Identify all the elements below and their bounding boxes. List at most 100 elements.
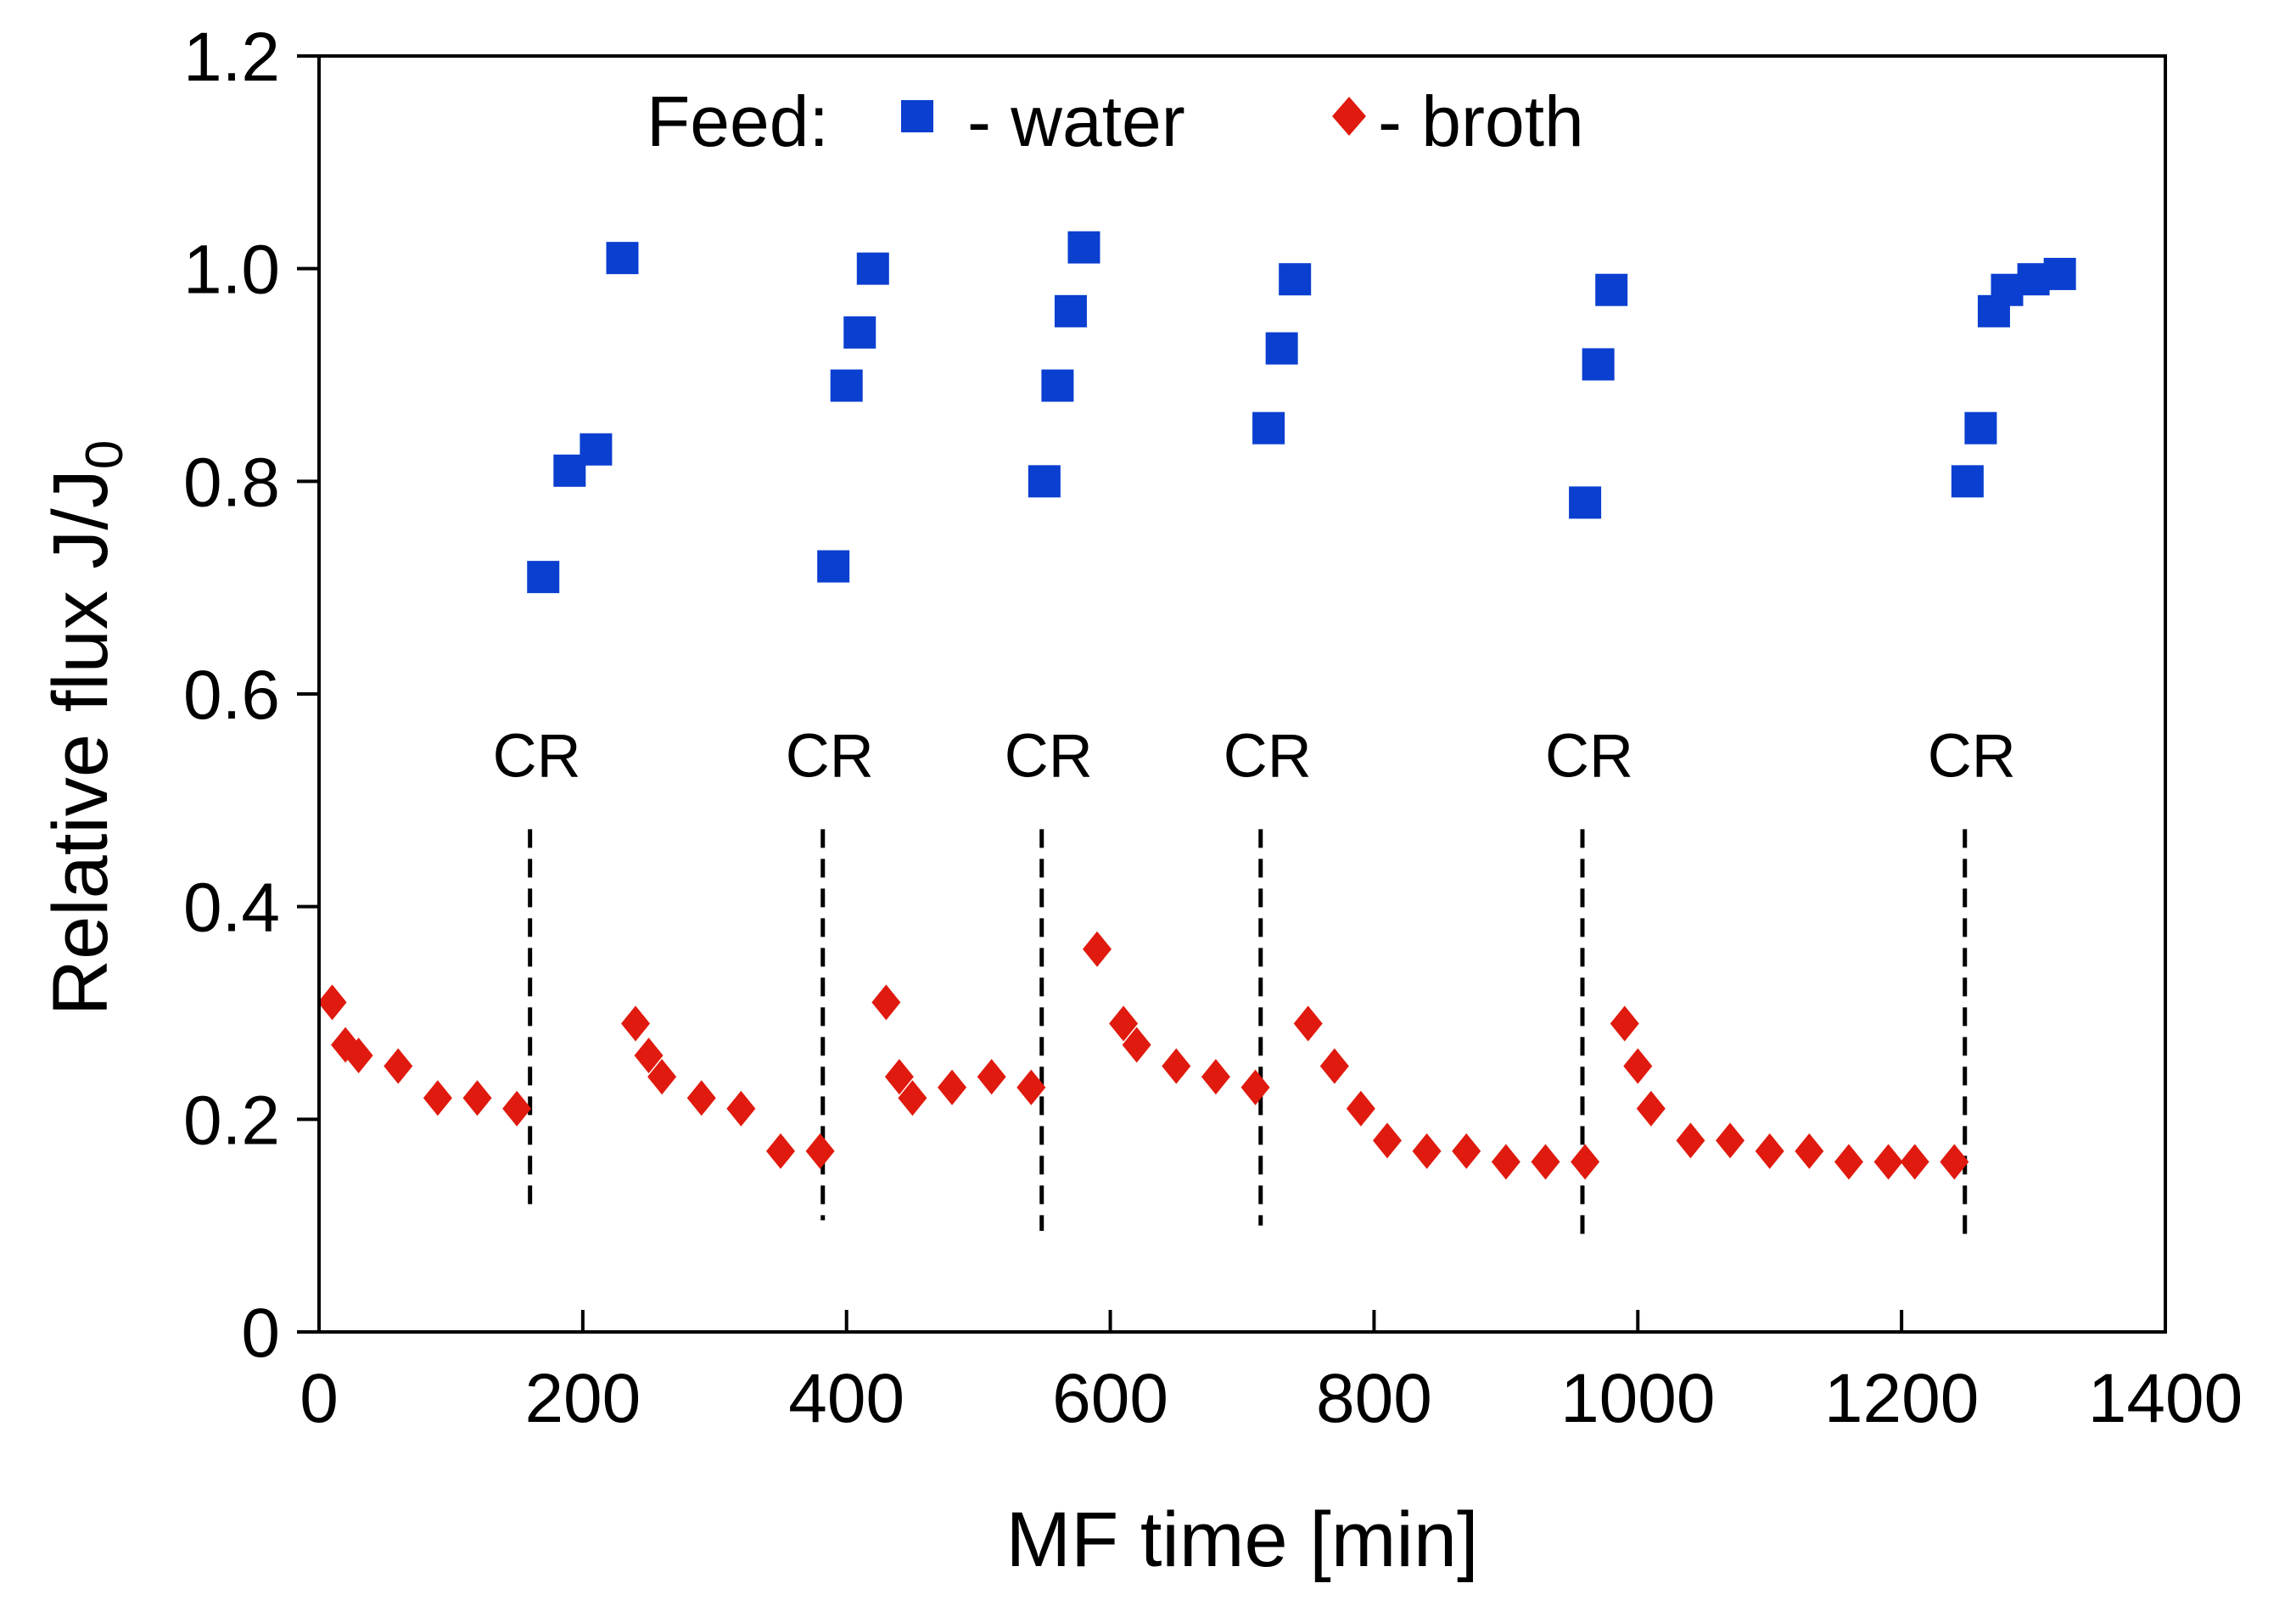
y-tick-label: 0 xyxy=(241,1295,280,1372)
broth-point xyxy=(317,984,347,1021)
water-point xyxy=(580,433,613,466)
broth-point xyxy=(462,1080,492,1116)
broth-point xyxy=(634,1038,664,1074)
water-point xyxy=(1252,411,1285,445)
water-point xyxy=(830,369,863,402)
data-series xyxy=(317,231,2076,1180)
broth-point xyxy=(344,1038,373,1074)
cr-label: CR xyxy=(786,722,874,790)
y-tick-label: 1.0 xyxy=(183,232,280,309)
broth-point xyxy=(1201,1059,1230,1095)
broth-point xyxy=(1676,1122,1705,1159)
water-point xyxy=(527,561,560,594)
y-axis-title-subscript: 0 xyxy=(76,440,134,469)
legend-water-marker xyxy=(901,100,933,132)
broth-point xyxy=(1122,1027,1151,1063)
broth-point xyxy=(1571,1144,1600,1180)
water-point xyxy=(1028,465,1061,498)
x-tick-label: 1000 xyxy=(1560,1360,1715,1437)
y-tick-label: 0.2 xyxy=(183,1082,280,1159)
broth-point xyxy=(1834,1144,1863,1180)
y-axis-title: Relative flux J/J0 xyxy=(37,440,134,1016)
y-axis-ticks: 0 0.2 0.4 0.6 0.8 1.0 1.2 xyxy=(183,19,319,1372)
cr-label: CR xyxy=(1928,722,2016,790)
broth-point xyxy=(1610,1005,1639,1042)
broth-point xyxy=(1636,1090,1666,1127)
broth-point xyxy=(1795,1133,1824,1169)
series-water xyxy=(527,231,2076,594)
broth-point xyxy=(1531,1144,1560,1180)
legend-water-label: - water xyxy=(967,81,1185,161)
broth-point xyxy=(1016,1069,1046,1105)
y-tick-label: 0.4 xyxy=(183,870,280,947)
x-tick-label: 400 xyxy=(788,1360,904,1437)
water-point xyxy=(1041,369,1074,402)
broth-point xyxy=(502,1090,532,1127)
x-tick-label: 800 xyxy=(1316,1360,1432,1437)
cr-label: CR xyxy=(1545,722,1633,790)
legend-prefix: Feed: xyxy=(647,81,829,161)
water-point xyxy=(1054,294,1087,327)
broth-point xyxy=(384,1048,413,1084)
broth-point xyxy=(938,1069,967,1105)
y-tick-label: 0.6 xyxy=(183,657,280,734)
water-point xyxy=(817,550,850,583)
water-point xyxy=(1951,465,1984,498)
x-tick-label: 200 xyxy=(524,1360,641,1437)
x-tick-label: 1400 xyxy=(2088,1360,2243,1437)
y-tick-label: 1.2 xyxy=(183,19,280,96)
water-point xyxy=(1964,411,1997,445)
broth-point xyxy=(686,1080,716,1116)
y-axis-title-text: Relative flux J/J xyxy=(37,469,124,1016)
legend: Feed: - water - broth xyxy=(647,81,1584,161)
broth-point xyxy=(1372,1122,1402,1159)
x-axis-ticks: 0 200 400 600 800 1000 1200 1400 xyxy=(300,1310,2243,1437)
broth-point xyxy=(423,1080,452,1116)
legend-broth-marker xyxy=(1332,97,1366,136)
x-tick-label: 600 xyxy=(1052,1360,1168,1437)
water-point xyxy=(1265,332,1298,365)
y-tick-label: 0.8 xyxy=(183,444,280,521)
broth-point xyxy=(1319,1048,1349,1084)
broth-point xyxy=(1716,1122,1745,1159)
water-point xyxy=(856,252,889,285)
water-point xyxy=(2043,257,2076,290)
cr-label: CR xyxy=(493,722,581,790)
water-point xyxy=(1569,486,1602,519)
broth-point xyxy=(1346,1090,1375,1127)
broth-point xyxy=(1491,1144,1520,1180)
broth-point xyxy=(805,1133,835,1169)
cr-label: CR xyxy=(1224,722,1312,790)
broth-point xyxy=(1293,1005,1323,1042)
x-axis-title: MF time [min] xyxy=(1005,1497,1478,1583)
broth-point xyxy=(1900,1144,1929,1180)
x-tick-label: 1200 xyxy=(1824,1360,1979,1437)
broth-point xyxy=(871,984,901,1021)
broth-point xyxy=(1755,1133,1784,1169)
x-axis-title-text: MF time [min] xyxy=(1005,1497,1478,1583)
broth-point xyxy=(1162,1048,1191,1084)
broth-point xyxy=(726,1090,756,1127)
broth-point xyxy=(884,1059,914,1095)
broth-point xyxy=(621,1005,651,1042)
water-point xyxy=(1582,348,1615,381)
broth-point xyxy=(977,1059,1006,1095)
broth-point xyxy=(1452,1133,1481,1169)
water-point xyxy=(606,242,639,275)
broth-point xyxy=(647,1059,677,1095)
broth-point xyxy=(1240,1069,1270,1105)
broth-point xyxy=(1412,1133,1442,1169)
water-point xyxy=(1279,263,1312,296)
broth-point xyxy=(1109,1005,1139,1042)
broth-point xyxy=(1940,1144,1969,1180)
cr-annotations: CR CR CR CR CR CR xyxy=(493,722,2016,1242)
x-tick-label: 0 xyxy=(300,1360,339,1437)
broth-point xyxy=(1083,931,1112,967)
broth-point xyxy=(766,1133,795,1169)
water-point xyxy=(1067,231,1100,264)
broth-point xyxy=(898,1080,927,1116)
broth-point xyxy=(1623,1048,1653,1084)
water-point xyxy=(843,316,876,349)
